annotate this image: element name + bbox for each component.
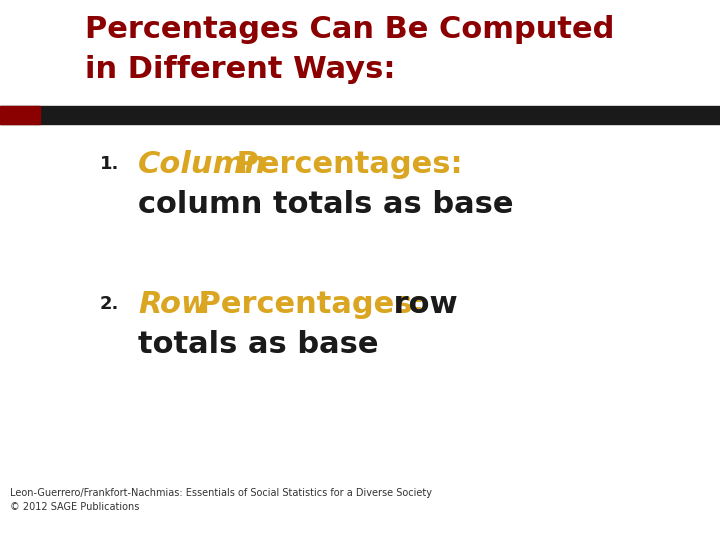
Text: in Different Ways:: in Different Ways: bbox=[85, 55, 395, 84]
Text: row: row bbox=[383, 290, 458, 319]
Text: 2.: 2. bbox=[100, 295, 120, 313]
Bar bbox=[0, 106, 40, 124]
Text: Percentages:: Percentages: bbox=[226, 150, 463, 179]
Text: totals as base: totals as base bbox=[138, 330, 379, 359]
Text: column totals as base: column totals as base bbox=[138, 190, 513, 219]
Text: © 2012 SAGE Publications: © 2012 SAGE Publications bbox=[10, 502, 140, 512]
Text: Row: Row bbox=[138, 290, 209, 319]
Text: Leon-Guerrero/Frankfort-Nachmias: Essentials of Social Statistics for a Diverse : Leon-Guerrero/Frankfort-Nachmias: Essent… bbox=[10, 488, 432, 498]
Bar bbox=[0, 106, 720, 124]
Text: Column: Column bbox=[138, 150, 267, 179]
Text: Percentages Can Be Computed: Percentages Can Be Computed bbox=[85, 15, 614, 44]
Text: 1.: 1. bbox=[100, 155, 120, 173]
Text: Percentages:: Percentages: bbox=[188, 290, 425, 319]
